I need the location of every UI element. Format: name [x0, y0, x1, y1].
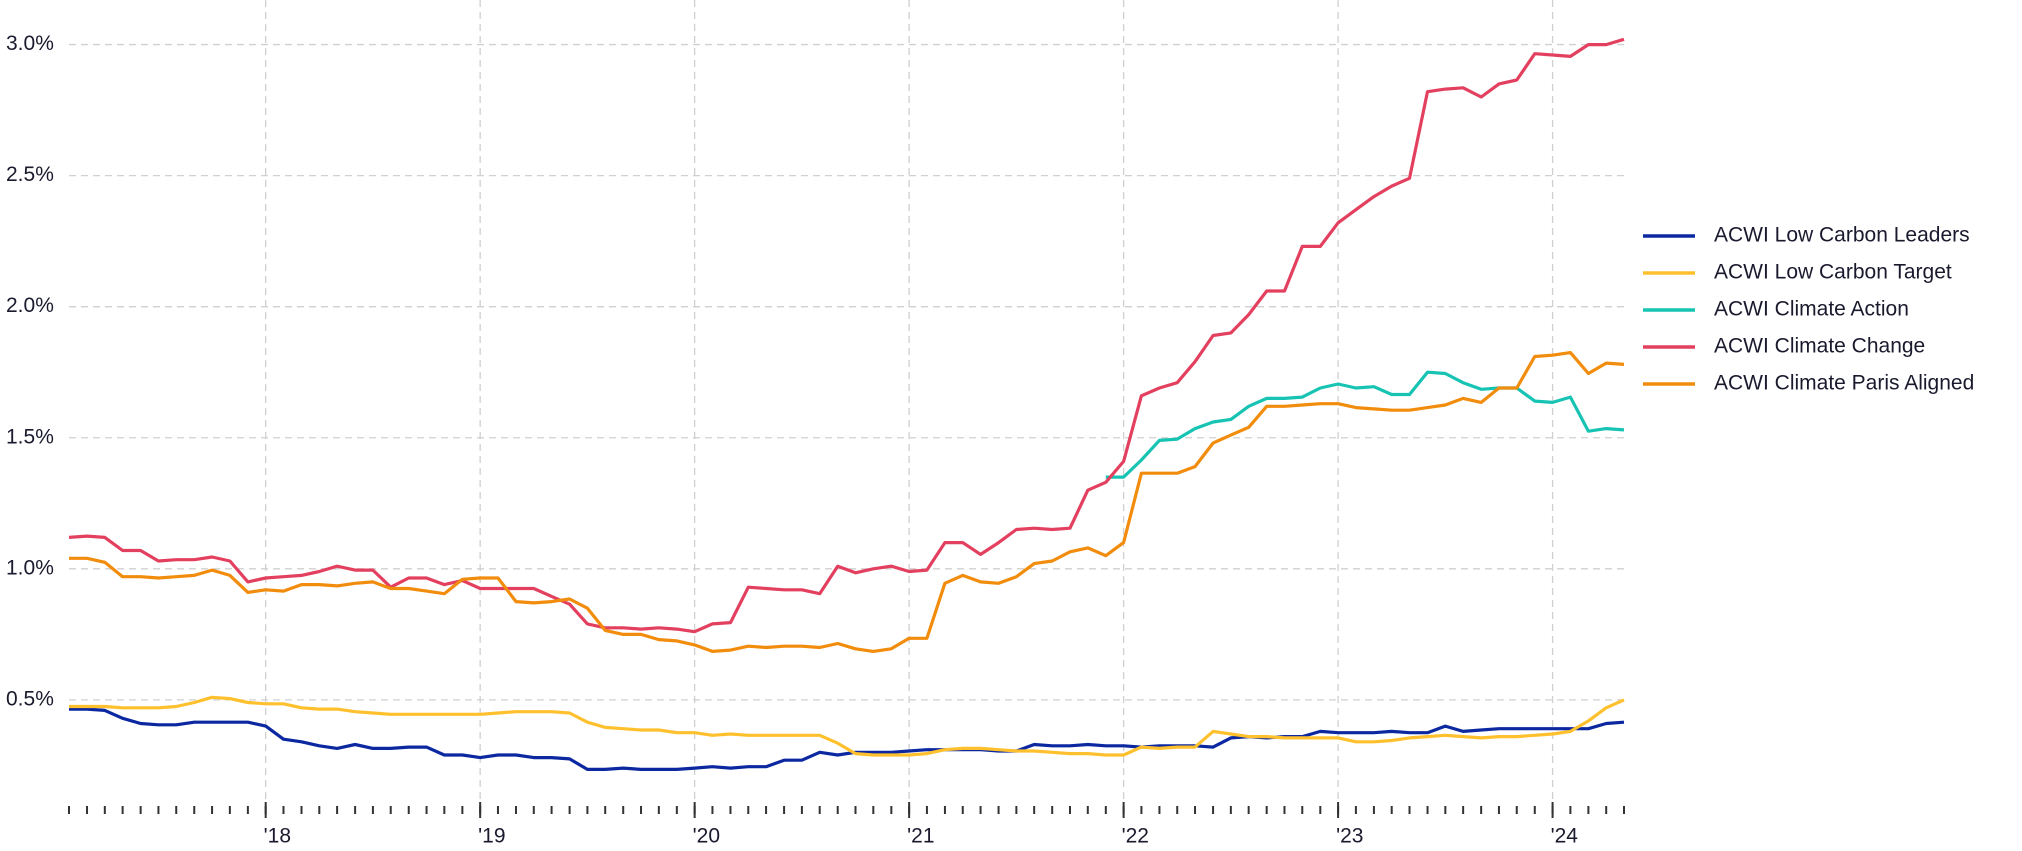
legend-label: ACWI Climate Change: [1714, 335, 1925, 358]
series-line: [69, 707, 1625, 771]
y-tick-label: 1.0%: [6, 556, 54, 579]
y-tick-label: 0.5%: [6, 687, 54, 710]
legend-label: ACWI Low Carbon Target: [1714, 261, 1952, 284]
x-tick-label: '22: [1122, 825, 1149, 848]
x-tick-label: '24: [1551, 825, 1579, 848]
legend-label: ACWI Climate Action: [1714, 298, 1909, 321]
series-line: [68, 37, 1625, 634]
y-tick-label: 3.0%: [6, 32, 54, 55]
y-tick-label: 1.5%: [6, 425, 54, 448]
x-tick-label: '18: [264, 825, 291, 848]
series-line: [1105, 370, 1625, 479]
y-tick-label: 2.5%: [6, 163, 54, 186]
series-line: [69, 351, 1625, 653]
legend-label: ACWI Climate Paris Aligned: [1714, 372, 1974, 395]
y-tick-label: 2.0%: [6, 294, 54, 317]
x-tick-label: '19: [478, 825, 505, 848]
x-tick-label: '21: [907, 825, 934, 848]
x-tick-label: '23: [1336, 825, 1363, 848]
x-tick-label: '20: [693, 825, 720, 848]
series-line: [69, 695, 1625, 757]
legend-label: ACWI Low Carbon Leaders: [1714, 224, 1970, 247]
